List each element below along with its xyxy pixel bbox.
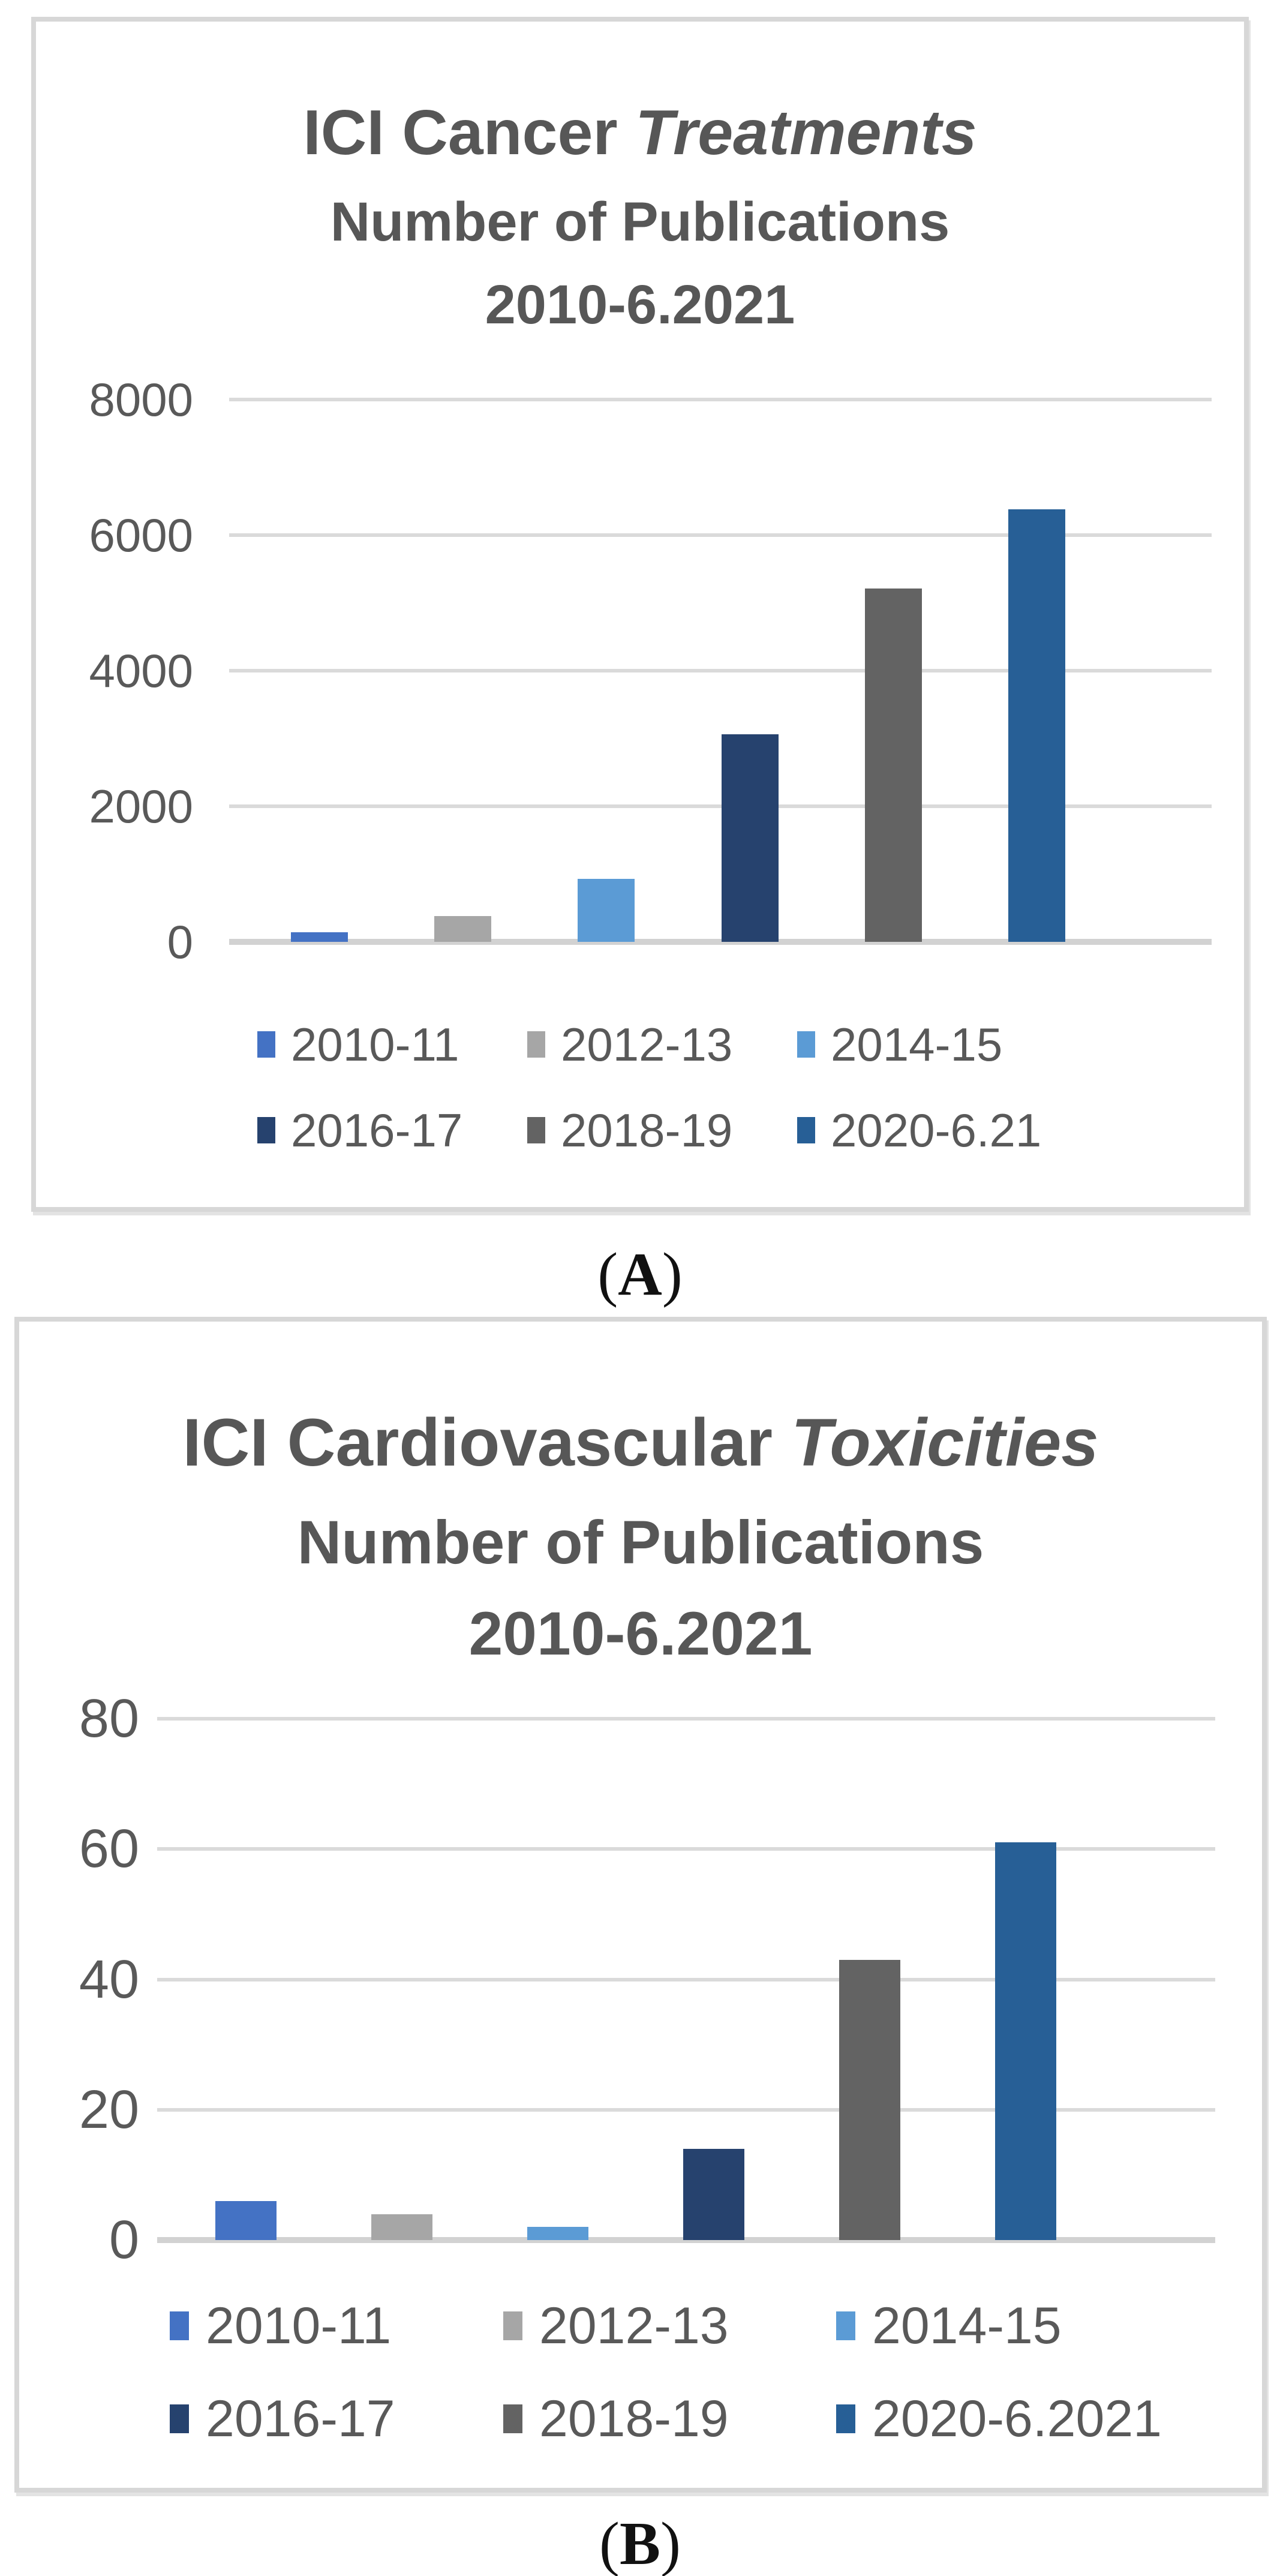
y-axis-tick-label: 6000 (89, 509, 193, 562)
legend-swatch-icon (503, 2311, 522, 2340)
legend-item-2014-15: 2014-15 (836, 2300, 1062, 2352)
legend-label: 2018-19 (539, 2390, 729, 2448)
figure-caption-b: (B) (0, 2514, 1280, 2575)
chart-a-title: ICI Cancer Treatments (303, 97, 977, 168)
legend-label: 2016-17 (206, 2390, 395, 2448)
chart-a-plot-area (229, 398, 1212, 945)
legend-label: 2020-6.2021 (872, 2390, 1162, 2448)
bar-2020-6.2021 (995, 1842, 1056, 2240)
legend-swatch-icon (257, 1117, 275, 1143)
legend-item-2018-19: 2018-19 (503, 2393, 729, 2445)
y-axis-tick-label: 0 (109, 2210, 139, 2270)
legend-item-2016-17: 2016-17 (257, 1107, 462, 1154)
y-axis-tick-label: 40 (79, 1949, 139, 2010)
gridline (157, 1847, 1215, 1851)
chart-a-period: 2010-6.2021 (485, 274, 795, 335)
legend-swatch-icon (836, 2311, 855, 2340)
legend-label: 2014-15 (872, 2297, 1062, 2355)
gridline (229, 398, 1212, 401)
gridline (157, 1717, 1215, 1721)
legend-label: 2020-6.21 (831, 1104, 1042, 1157)
chart-b-plot-area (157, 1717, 1215, 2243)
y-axis-tick-label: 8000 (89, 373, 193, 426)
caption-b-letter: B (619, 2510, 661, 2576)
legend-swatch-icon (797, 1117, 815, 1143)
gridline (229, 533, 1212, 537)
legend-item-2010-11: 2010-11 (170, 2300, 391, 2352)
legend-label: 2010-11 (206, 2297, 392, 2355)
chart-b-title: ICI Cardiovascular Toxicities (182, 1405, 1099, 1480)
y-axis-tick-label: 0 (167, 915, 193, 968)
gridline (229, 669, 1212, 672)
caption-b-close-paren: ) (660, 2510, 681, 2576)
legend-swatch-icon (527, 1031, 545, 1058)
legend-swatch-icon (503, 2404, 522, 2433)
bar-2014-15 (527, 2227, 588, 2240)
gridline (229, 804, 1212, 808)
bar-2016-17 (722, 734, 779, 942)
bar-2012-13 (371, 2214, 432, 2240)
bar-2018-19 (865, 589, 922, 942)
bar-2018-19 (839, 1960, 900, 2240)
legend-swatch-icon (257, 1031, 275, 1058)
gridline (157, 2107, 1215, 2112)
legend-label: 2012-13 (539, 2297, 729, 2355)
legend-label: 2014-15 (831, 1018, 1003, 1071)
bar-2010-11 (215, 2201, 277, 2240)
gridline (157, 1977, 1215, 1981)
legend-label: 2010-11 (291, 1018, 459, 1071)
bar-2012-13 (434, 916, 491, 942)
legend-item-2020-6.21: 2020-6.21 (797, 1107, 1041, 1154)
legend-label: 2016-17 (291, 1104, 463, 1157)
figure-caption-a: (A) (0, 1244, 1280, 1305)
legend-item-2012-13: 2012-13 (527, 1021, 732, 1068)
chart-a-subtitle: Number of Publications (330, 191, 950, 253)
legend-item-2020-6.2021: 2020-6.2021 (836, 2393, 1162, 2445)
legend-swatch-icon (527, 1117, 545, 1143)
legend-swatch-icon (836, 2404, 855, 2433)
x-axis-baseline (157, 2237, 1215, 2243)
legend-item-2010-11: 2010-11 (257, 1021, 459, 1068)
y-axis-tick-label: 60 (79, 1819, 139, 1880)
chart-a-title-italic: Treatments (635, 97, 977, 168)
legend-item-2012-13: 2012-13 (503, 2300, 729, 2352)
y-axis-tick-label: 80 (79, 1689, 139, 1749)
caption-a-letter: A (618, 1241, 662, 1308)
chart-panel-b: ICI Cardiovascular Toxicities Number of … (14, 1317, 1267, 2493)
y-axis-tick-label: 2000 (89, 780, 193, 833)
legend-item-2016-17: 2016-17 (170, 2393, 395, 2445)
bar-2014-15 (578, 879, 635, 942)
legend-item-2018-19: 2018-19 (527, 1107, 732, 1154)
caption-a-close-paren: ) (662, 1241, 683, 1308)
y-axis-tick-label: 20 (79, 2079, 139, 2140)
caption-b-open-paren: ( (599, 2510, 620, 2576)
chart-panel-a: ICI Cancer Treatments Number of Publicat… (31, 17, 1249, 1212)
chart-b-period: 2010-6.2021 (468, 1599, 813, 1668)
caption-a-open-paren: ( (597, 1241, 618, 1308)
bar-2016-17 (683, 2149, 744, 2240)
bar-2010-11 (291, 932, 348, 942)
legend-swatch-icon (170, 2311, 189, 2340)
x-axis-baseline (229, 939, 1212, 945)
legend-swatch-icon (170, 2404, 189, 2433)
legend-label: 2018-19 (561, 1104, 733, 1157)
legend-label: 2012-13 (561, 1018, 733, 1071)
chart-b-title-italic: Toxicities (791, 1405, 1099, 1480)
bar-2020-6.21 (1008, 509, 1065, 942)
legend-item-2014-15: 2014-15 (797, 1021, 1002, 1068)
chart-b-subtitle: Number of Publications (297, 1508, 984, 1577)
legend-swatch-icon (797, 1031, 815, 1058)
y-axis-tick-label: 4000 (89, 644, 193, 697)
